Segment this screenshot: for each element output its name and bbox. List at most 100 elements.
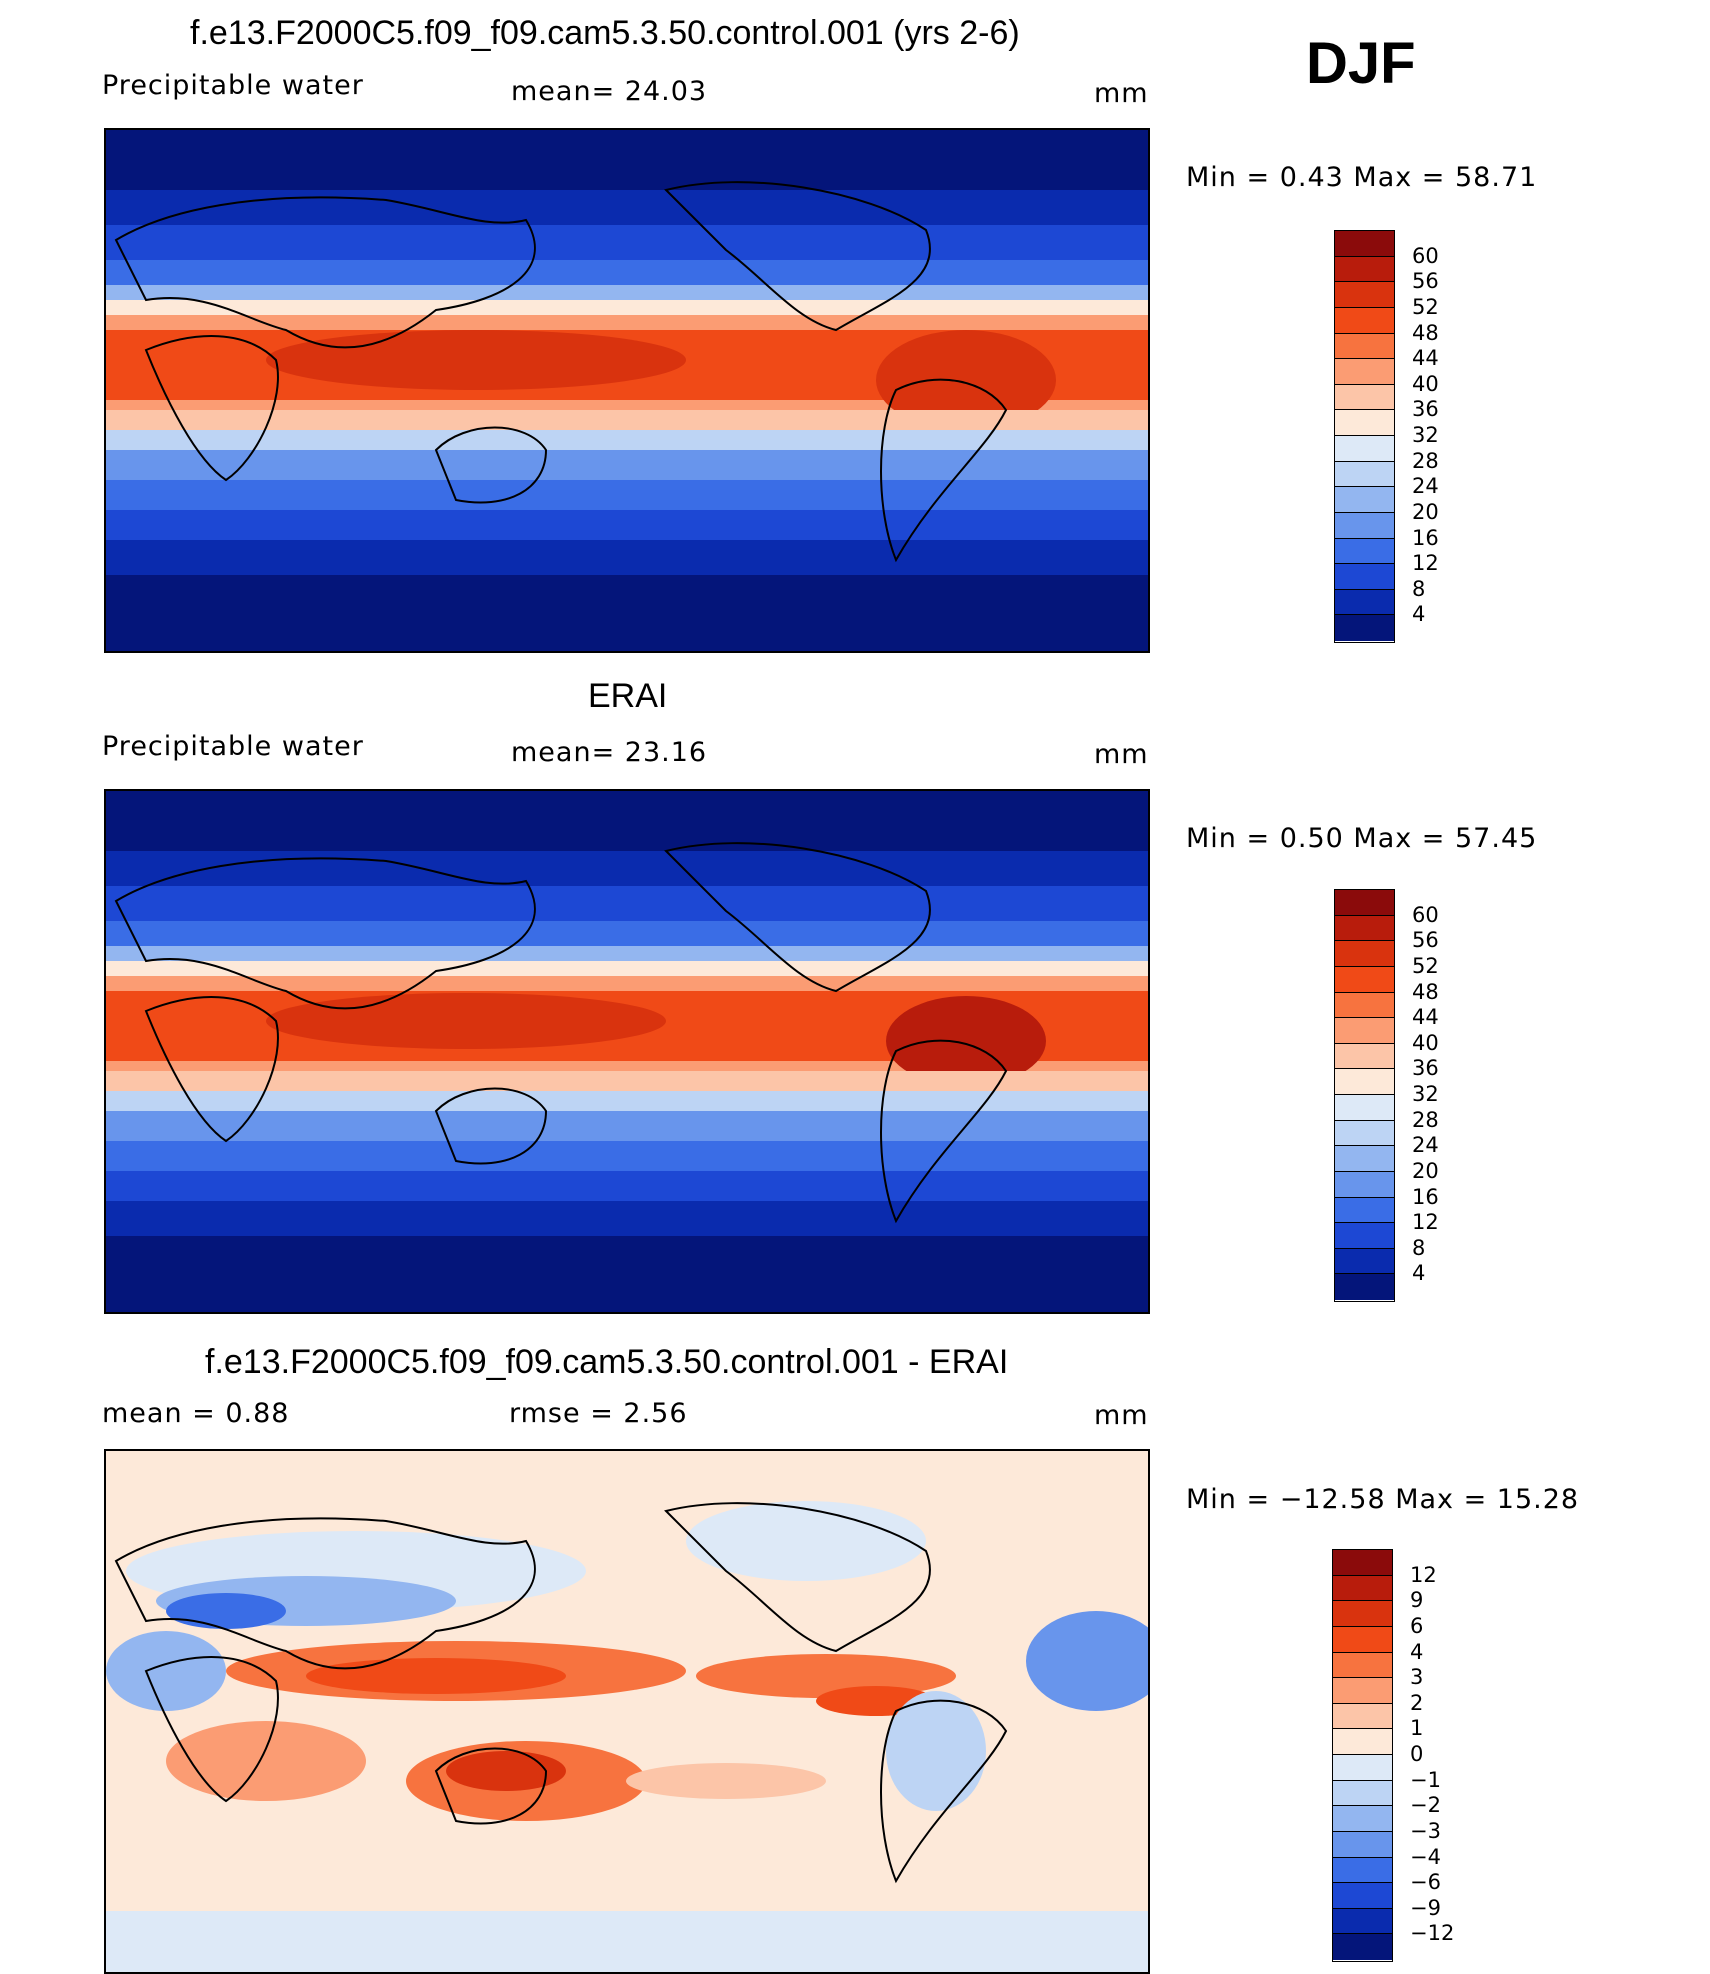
- colorbar-swatch: [1335, 256, 1394, 283]
- colorbar-tick-label: 56: [1412, 928, 1439, 953]
- colorbar-tick-label: 52: [1412, 953, 1439, 978]
- panel-1-minmax-label: Min = 0.43 Max = 58.71: [1186, 162, 1538, 193]
- colorbar-swatch: [1335, 1069, 1394, 1095]
- colorbar-tick-label: 8: [1412, 1235, 1426, 1260]
- panel-2-colorbar: [1334, 889, 1395, 1302]
- colorbar-tick-label: −1: [1410, 1767, 1441, 1792]
- colorbar-swatch: [1335, 1171, 1394, 1198]
- colorbar-tick-label: 12: [1412, 1210, 1439, 1235]
- colorbar-tick-label: 56: [1412, 269, 1439, 294]
- colorbar-swatch: [1335, 461, 1394, 488]
- panel-2-variable-label: Precipitable water: [102, 731, 364, 762]
- panel-1-title: f.e13.F2000C5.f09_f09.cam5.3.50.control.…: [190, 14, 1020, 52]
- colorbar-swatch: [1335, 307, 1394, 334]
- panel-1-units-label: mm: [1094, 78, 1149, 109]
- colorbar-swatch: [1335, 615, 1394, 641]
- panel-1-colorbar: [1334, 230, 1395, 643]
- colorbar-swatch: [1335, 1248, 1394, 1275]
- colorbar-tick-label: 2: [1410, 1690, 1424, 1715]
- colorbar-tick-label: 60: [1412, 902, 1439, 927]
- colorbar-tick-label: 44: [1412, 346, 1439, 371]
- panel-2-units-label: mm: [1094, 739, 1149, 770]
- colorbar-swatch: [1335, 359, 1394, 385]
- colorbar-swatch: [1335, 941, 1394, 967]
- colorbar-swatch: [1335, 1197, 1394, 1224]
- colorbar-tick-label: 52: [1412, 294, 1439, 319]
- colorbar-swatch: [1333, 1550, 1392, 1576]
- panel-1-variable-label: Precipitable water: [102, 70, 364, 101]
- colorbar-swatch: [1335, 1274, 1394, 1300]
- colorbar-tick-label: 24: [1412, 1133, 1439, 1158]
- colorbar-tick-label: 16: [1412, 1184, 1439, 1209]
- colorbar-swatch: [1335, 436, 1394, 462]
- colorbar-swatch: [1335, 1095, 1394, 1121]
- colorbar-tick-label: 60: [1412, 243, 1439, 268]
- panel-1-mean-label: mean= 24.03: [511, 76, 708, 107]
- colorbar-tick-label: 0: [1410, 1742, 1424, 1766]
- colorbar-swatch: [1333, 1755, 1392, 1781]
- colorbar-tick-label: 4: [1412, 1261, 1426, 1286]
- colorbar-swatch: [1335, 1120, 1394, 1147]
- colorbar-tick-label: 36: [1412, 397, 1439, 422]
- colorbar-tick-label: 12: [1410, 1562, 1437, 1587]
- colorbar-tick-label: 9: [1410, 1588, 1424, 1613]
- colorbar-tick-label: 48: [1412, 979, 1439, 1004]
- colorbar-tick-label: −3: [1410, 1818, 1441, 1843]
- colorbar-swatch: [1333, 1729, 1392, 1755]
- panel-3-title: f.e13.F2000C5.f09_f09.cam5.3.50.control.…: [205, 1343, 1009, 1381]
- colorbar-swatch: [1335, 966, 1394, 993]
- colorbar-swatch: [1335, 564, 1394, 590]
- colorbar-tick-label: 3: [1410, 1665, 1424, 1690]
- panel-3-colorbar: [1332, 1549, 1393, 1962]
- colorbar-tick-label: 24: [1412, 474, 1439, 499]
- colorbar-tick-label: 48: [1412, 320, 1439, 345]
- panel-2-map: [104, 789, 1150, 1314]
- colorbar-swatch: [1335, 410, 1394, 436]
- panel-3-minmax-label: Min = −12.58 Max = 15.28: [1186, 1484, 1580, 1515]
- colorbar-swatch: [1335, 1043, 1394, 1070]
- colorbar-swatch: [1333, 1806, 1392, 1832]
- colorbar-tick-label: −9: [1410, 1895, 1441, 1920]
- colorbar-swatch: [1333, 1601, 1392, 1627]
- colorbar-swatch: [1335, 1018, 1394, 1044]
- colorbar-tick-label: 28: [1412, 448, 1439, 473]
- colorbar-tick-label: 20: [1412, 499, 1439, 524]
- colorbar-swatch: [1335, 231, 1394, 257]
- colorbar-tick-label: 16: [1412, 525, 1439, 550]
- colorbar-swatch: [1333, 1780, 1392, 1807]
- colorbar-tick-label: 6: [1410, 1613, 1424, 1638]
- colorbar-swatch: [1335, 1223, 1394, 1249]
- colorbar-tick-label: 40: [1412, 371, 1439, 396]
- colorbar-swatch: [1335, 333, 1394, 360]
- colorbar-swatch: [1333, 1703, 1392, 1730]
- panel-2-mean-label: mean= 23.16: [511, 737, 708, 768]
- panel-2-title: ERAI: [588, 677, 668, 715]
- colorbar-swatch: [1335, 589, 1394, 616]
- colorbar-tick-label: 8: [1412, 576, 1426, 601]
- colorbar-tick-label: 20: [1412, 1158, 1439, 1183]
- colorbar-swatch: [1335, 890, 1394, 916]
- season-label: DJF: [1306, 31, 1416, 96]
- colorbar-tick-label: 36: [1412, 1056, 1439, 1081]
- colorbar-tick-label: −4: [1410, 1844, 1441, 1869]
- colorbar-swatch: [1335, 282, 1394, 308]
- panel-3-mean-label: mean = 0.88: [102, 1398, 290, 1429]
- colorbar-swatch: [1335, 538, 1394, 565]
- colorbar-swatch: [1335, 512, 1394, 539]
- colorbar-swatch: [1333, 1831, 1392, 1858]
- colorbar-swatch: [1333, 1652, 1392, 1679]
- panel-3-rmse-label: rmse = 2.56: [509, 1398, 688, 1429]
- colorbar-tick-label: 44: [1412, 1005, 1439, 1030]
- colorbar-tick-label: 4: [1410, 1639, 1424, 1664]
- colorbar-tick-label: −6: [1410, 1870, 1441, 1895]
- colorbar-swatch: [1333, 1857, 1392, 1884]
- colorbar-tick-label: 32: [1412, 1082, 1439, 1106]
- colorbar-swatch: [1333, 1908, 1392, 1935]
- colorbar-swatch: [1335, 915, 1394, 942]
- panel-2-minmax-label: Min = 0.50 Max = 57.45: [1186, 823, 1538, 854]
- colorbar-swatch: [1333, 1934, 1392, 1960]
- colorbar-tick-label: 40: [1412, 1030, 1439, 1055]
- colorbar-swatch: [1333, 1575, 1392, 1602]
- colorbar-tick-label: 12: [1412, 551, 1439, 576]
- colorbar-swatch: [1335, 487, 1394, 513]
